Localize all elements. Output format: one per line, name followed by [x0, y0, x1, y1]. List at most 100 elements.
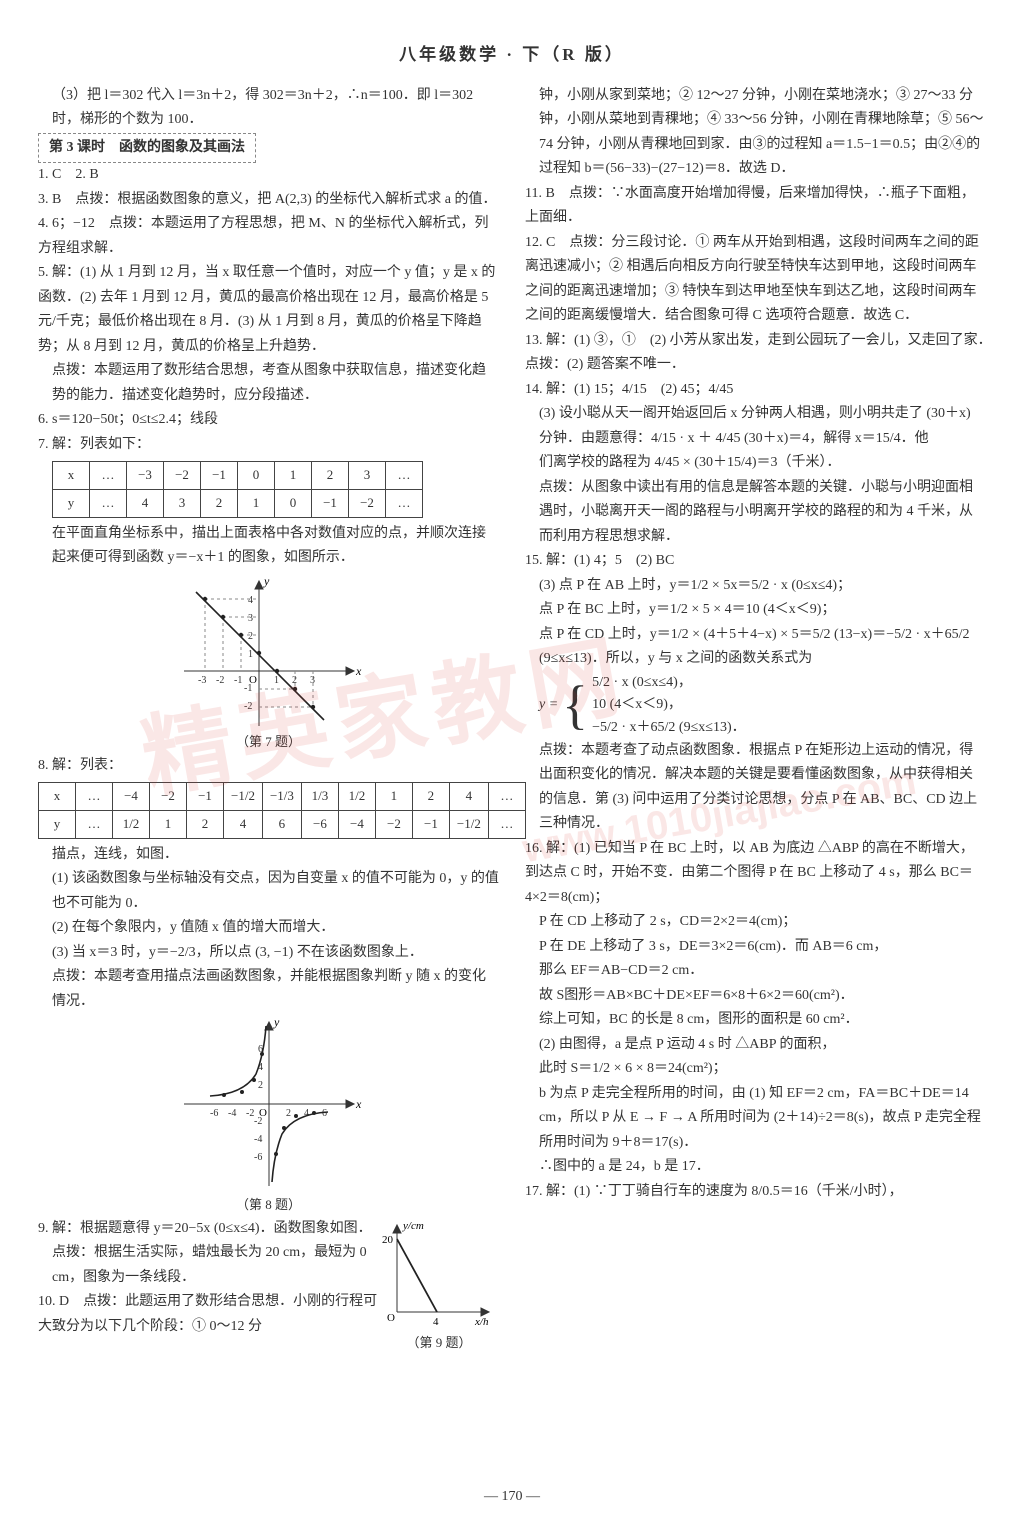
t8r2: 1/2 — [113, 810, 150, 838]
table-q8: x … −4 −2 −1 −1/2 −1/3 1/3 1/2 1 2 4 … y… — [38, 782, 526, 839]
case1: 5/2 · x (0≤x≤4)， — [592, 672, 746, 694]
t8h5: −1/2 — [224, 783, 263, 811]
ans-1-2: 1. C 2. B — [38, 163, 499, 188]
ans-5-tip: 点拨：本题运用了数形结合思想，考查从图象中获取信息，描述变化趋势的能力．描述变化… — [38, 359, 499, 408]
ans-3: 3. B 点拨：根据函数图象的意义，把 A(2,3) 的坐标代入解析式求 a 的… — [38, 188, 499, 213]
t7r2: 4 — [127, 490, 164, 518]
fig9-ylabel: y/cm — [402, 1220, 424, 1232]
svg-text:-4: -4 — [254, 1134, 262, 1145]
table-q7: x … −3 −2 −1 0 1 2 3 … y … 4 3 2 — [52, 461, 423, 518]
ans-16-4: 那么 EF＝AB−CD＝2 cm． — [525, 959, 986, 984]
t7h8: 3 — [349, 462, 386, 490]
ans-16-5: 故 S图形＝AB×BC＋DE×EF＝6×8＋6×2＝60(cm²)． — [525, 984, 986, 1009]
t8h4: −1 — [187, 783, 224, 811]
t7h3: −2 — [164, 462, 201, 490]
t7h5: 0 — [238, 462, 275, 490]
ans-7-head: 7. 解：列表如下： — [38, 433, 499, 458]
ans-4: 4. 6；−12 点拨：本题运用了方程思想，把 M、N 的坐标代入解析式，列方程… — [38, 212, 499, 261]
page-header: 八年级数学 · 下（R 版） — [38, 40, 986, 70]
svg-text:-6: -6 — [210, 1108, 218, 1119]
t8h0: x — [39, 783, 76, 811]
svg-text:-6: -6 — [254, 1152, 262, 1163]
ans-16-3: P 在 DE 上移动了 3 s，DE＝3×2＝6(cm)．而 AB＝6 cm， — [525, 935, 986, 960]
t8r11: −1/2 — [449, 810, 488, 838]
page-number: 170 — [502, 1489, 523, 1504]
section-title-box: 第 3 课时 函数的图象及其画法 — [38, 133, 256, 164]
ans-8-3: (3) 当 x＝3 时，y＝−2/3，所以点 (3, −1) 不在该函数图象上． — [38, 941, 499, 966]
svg-text:6: 6 — [322, 1108, 327, 1119]
t8h7: 1/3 — [301, 783, 338, 811]
svg-text:2: 2 — [248, 631, 253, 642]
svg-text:2: 2 — [286, 1108, 291, 1119]
t7h6: 1 — [275, 462, 312, 490]
page-footer: — 170 — — [0, 1485, 1024, 1510]
t7h0: x — [53, 462, 90, 490]
svg-text:3: 3 — [248, 613, 253, 624]
t7r3: 3 — [164, 490, 201, 518]
piecewise-y: y = { 5/2 · x (0≤x≤4)， 10 (4＜x＜9)， −5/2 … — [525, 672, 986, 739]
t7h9: … — [386, 462, 423, 490]
ans-8-tip: 点拨：本题考查用描点法画函数图象，并能根据图象判断 y 随 x 的变化情况． — [38, 965, 499, 1014]
t7h2: −3 — [127, 462, 164, 490]
ans-17: 17. 解：(1) ∵丁丁骑自行车的速度为 8/0.5＝16（千米/小时）， — [525, 1180, 986, 1205]
t8h2: −4 — [113, 783, 150, 811]
ans-8-2: (2) 在每个象限内，y 值随 x 值的增大而增大． — [38, 916, 499, 941]
fig8-svg: x y O 246 -2-4-6 246 -2-4-6 — [174, 1014, 364, 1194]
svg-text:y: y — [273, 1015, 280, 1029]
svg-text:O: O — [387, 1312, 395, 1324]
t7r1: … — [90, 490, 127, 518]
t7r4: 2 — [201, 490, 238, 518]
fig9-svg: y/cm x/h O 20 4 — [379, 1217, 499, 1332]
ans-15-3a: (3) 点 P 在 AB 上时，y＝1/2 × 5x＝5/2 · x (0≤x≤… — [525, 574, 986, 599]
ans-16-9: b 为点 P 走完全程所用的时间，由 (1) 知 EF＝2 cm，FA＝BC＋D… — [525, 1082, 986, 1156]
right-cont: 钟，小刚从家到菜地；② 12～27 分钟，小刚在菜地浇水；③ 27～33 分钟，… — [525, 84, 986, 182]
ans-6: 6. s＝120−50t；0≤t≤2.4；线段 — [38, 408, 499, 433]
t8r1: … — [76, 810, 113, 838]
ans-14-3b: 们离学校的路程为 4/45 × (30＋15/4)＝3（千米）． — [525, 451, 986, 476]
two-column-body: （3）把 l＝302 代入 l＝3n＋2，得 302＝3n＋2，∴n＝100．即… — [38, 84, 986, 1355]
fig7-svg: x y O 123 -1-2-3 1234 -1-2 — [174, 571, 364, 731]
figure-q7: x y O 123 -1-2-3 1234 -1-2 — [38, 571, 499, 754]
t8h1: … — [76, 783, 113, 811]
ans-15-1: 15. 解：(1) 4；5 (2) BC — [525, 549, 986, 574]
t8h12: … — [488, 783, 525, 811]
ans-8-head: 8. 解：列表： — [38, 754, 499, 779]
t8r9: −2 — [375, 810, 412, 838]
ans-14-tip: 点拨：从图象中读出有用的信息是解答本题的关键．小聪与小明迎面相遇时，小聪离开天一… — [525, 476, 986, 550]
t7h7: 2 — [312, 462, 349, 490]
t8r4: 2 — [187, 810, 224, 838]
t7r0: y — [53, 490, 90, 518]
svg-text:1: 1 — [248, 649, 253, 660]
svg-text:-1: -1 — [234, 675, 242, 686]
ans-13: 13. 解：(1) ③，① (2) 小芳从家出发，走到公园玩了一会儿，又走回了家… — [525, 329, 986, 378]
case3: −5/2 · x＋65/2 (9≤x≤13)． — [592, 717, 746, 739]
ans-14-1: 14. 解：(1) 15；4/15 (2) 45；4/45 — [525, 378, 986, 403]
ans-11: 11. B 点拨：∵水面高度开始增加得慢，后来增加得快，∴瓶子下面粗，上面细． — [525, 182, 986, 231]
case2: 10 (4＜x＜9)， — [592, 694, 746, 716]
ans-16-7: (2) 由图得，a 是点 P 运动 4 s 时 △ABP 的面积， — [525, 1033, 986, 1058]
t8r12: … — [488, 810, 525, 838]
ans-14-3a: (3) 设小聪从天一阁开始返回后 x 分钟两人相遇，则小明共走了 (30＋x) … — [525, 402, 986, 451]
ans-12: 12. C 点拨：分三段讨论．① 两车从开始到相遇，这段时间两车之间的距离迅速减… — [525, 231, 986, 329]
ans-5: 5. 解：(1) 从 1 月到 12 月，当 x 取任意一个值时，对应一个 y … — [38, 261, 499, 359]
t8h6: −1/3 — [262, 783, 301, 811]
ans-15-3b: 点 P 在 BC 上时，y＝1/2 × 5 × 4＝10 (4＜x＜9)； — [525, 598, 986, 623]
t8r7: −6 — [301, 810, 338, 838]
t7r5: 1 — [238, 490, 275, 518]
svg-text:4: 4 — [304, 1108, 309, 1119]
fig7-caption: （第 7 题） — [38, 731, 499, 754]
svg-text:-2: -2 — [254, 1116, 262, 1127]
svg-text:2: 2 — [258, 1080, 263, 1091]
t8r10: −1 — [412, 810, 449, 838]
t8r6: 6 — [262, 810, 301, 838]
svg-text:4: 4 — [433, 1316, 439, 1328]
svg-text:-4: -4 — [228, 1108, 236, 1119]
ans-8-after: 描点，连线，如图． — [38, 843, 499, 868]
t8h8: 1/2 — [338, 783, 375, 811]
t7h4: −1 — [201, 462, 238, 490]
svg-text:-2: -2 — [244, 701, 252, 712]
ans-16-6: 综上可知，BC 的长是 8 cm，图形的面积是 60 cm²． — [525, 1008, 986, 1033]
t8r5: 4 — [224, 810, 263, 838]
svg-text:20: 20 — [382, 1234, 394, 1246]
t7r9: … — [386, 490, 423, 518]
